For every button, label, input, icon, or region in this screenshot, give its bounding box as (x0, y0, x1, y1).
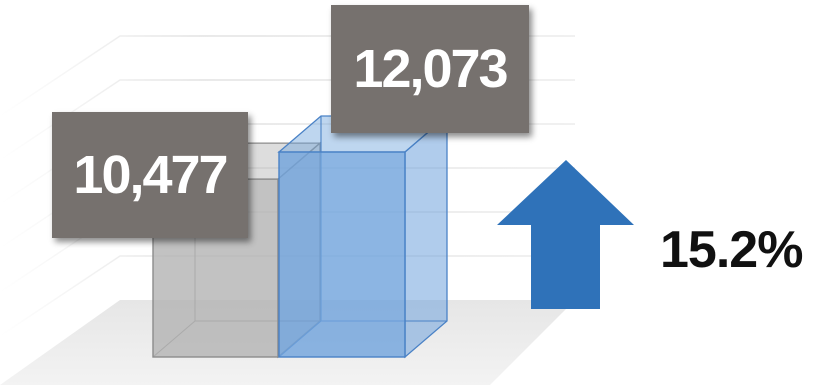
data-label-current: 12,073 (331, 5, 529, 133)
bar-current (277, 114, 449, 359)
data-label-previous: 10,477 (52, 112, 248, 238)
growth-percentage: 15.2% (660, 221, 803, 279)
up-arrow-shape (497, 160, 634, 309)
bar-current-front (278, 151, 406, 358)
up-arrow-icon (497, 160, 634, 309)
